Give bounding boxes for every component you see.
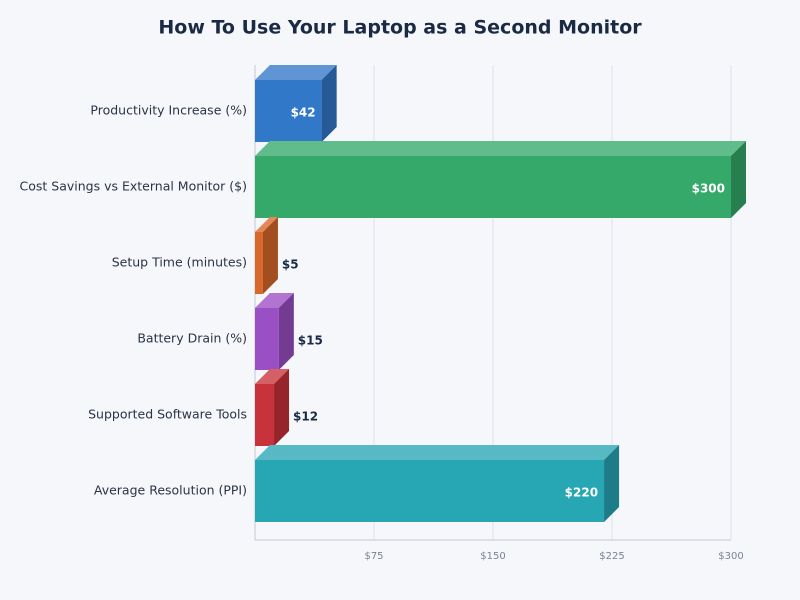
y-tick-label: Supported Software Tools	[88, 407, 247, 422]
bar-side-shade	[274, 369, 290, 446]
bar-top-shade	[255, 217, 278, 232]
bar-side	[274, 369, 290, 446]
bar	[255, 217, 278, 294]
value-label: $12	[293, 410, 318, 424]
y-tick-label: Battery Drain (%)	[137, 331, 247, 346]
bar-side	[278, 293, 294, 370]
bar-top-shade	[255, 65, 337, 80]
value-label: $5	[282, 258, 299, 272]
bar-top-shade	[255, 141, 746, 156]
bar-side-shade	[321, 65, 337, 142]
bar-side-shade	[262, 217, 278, 294]
bar-top	[255, 217, 278, 232]
bar-front	[255, 384, 275, 446]
bar-top	[255, 369, 290, 384]
bar-front	[255, 308, 279, 370]
y-tick-label: Productivity Increase (%)	[90, 103, 247, 118]
bar-side-shade	[604, 445, 620, 522]
bar	[255, 293, 294, 370]
x-tick-label: $75	[364, 551, 383, 562]
y-tick-label: Average Resolution (PPI)	[94, 483, 247, 498]
bar	[255, 369, 290, 446]
bar-top	[255, 293, 294, 308]
bar-side	[604, 445, 620, 522]
bar-side	[262, 217, 278, 294]
bar	[255, 445, 620, 522]
bar-top	[255, 141, 746, 156]
value-label: $220	[565, 486, 598, 500]
value-label: $15	[298, 334, 323, 348]
bar-front	[255, 80, 322, 142]
x-tick-label: $225	[599, 551, 624, 562]
bar-side	[731, 141, 746, 218]
bar-top-shade	[255, 293, 294, 308]
x-tick-label: $150	[480, 551, 505, 562]
bar-side	[321, 65, 337, 142]
value-label: $300	[692, 182, 725, 196]
bar-side-shade	[278, 293, 294, 370]
y-tick-label: Setup Time (minutes)	[112, 255, 247, 270]
bar-top	[255, 65, 337, 80]
bar-front	[255, 156, 731, 218]
bar-front	[255, 232, 263, 294]
x-tick-label: $300	[718, 551, 743, 562]
bar-top-shade	[255, 445, 620, 460]
chart-title: How To Use Your Laptop as a Second Monit…	[158, 17, 642, 39]
value-label: $42	[291, 106, 316, 120]
bar	[255, 141, 746, 218]
y-tick-label: Cost Savings vs External Monitor ($)	[20, 179, 247, 194]
bar-top-shade	[255, 369, 290, 384]
bar-top	[255, 445, 620, 460]
bar-front	[255, 460, 605, 522]
bar-side-shade	[731, 141, 746, 218]
bar	[255, 65, 337, 142]
